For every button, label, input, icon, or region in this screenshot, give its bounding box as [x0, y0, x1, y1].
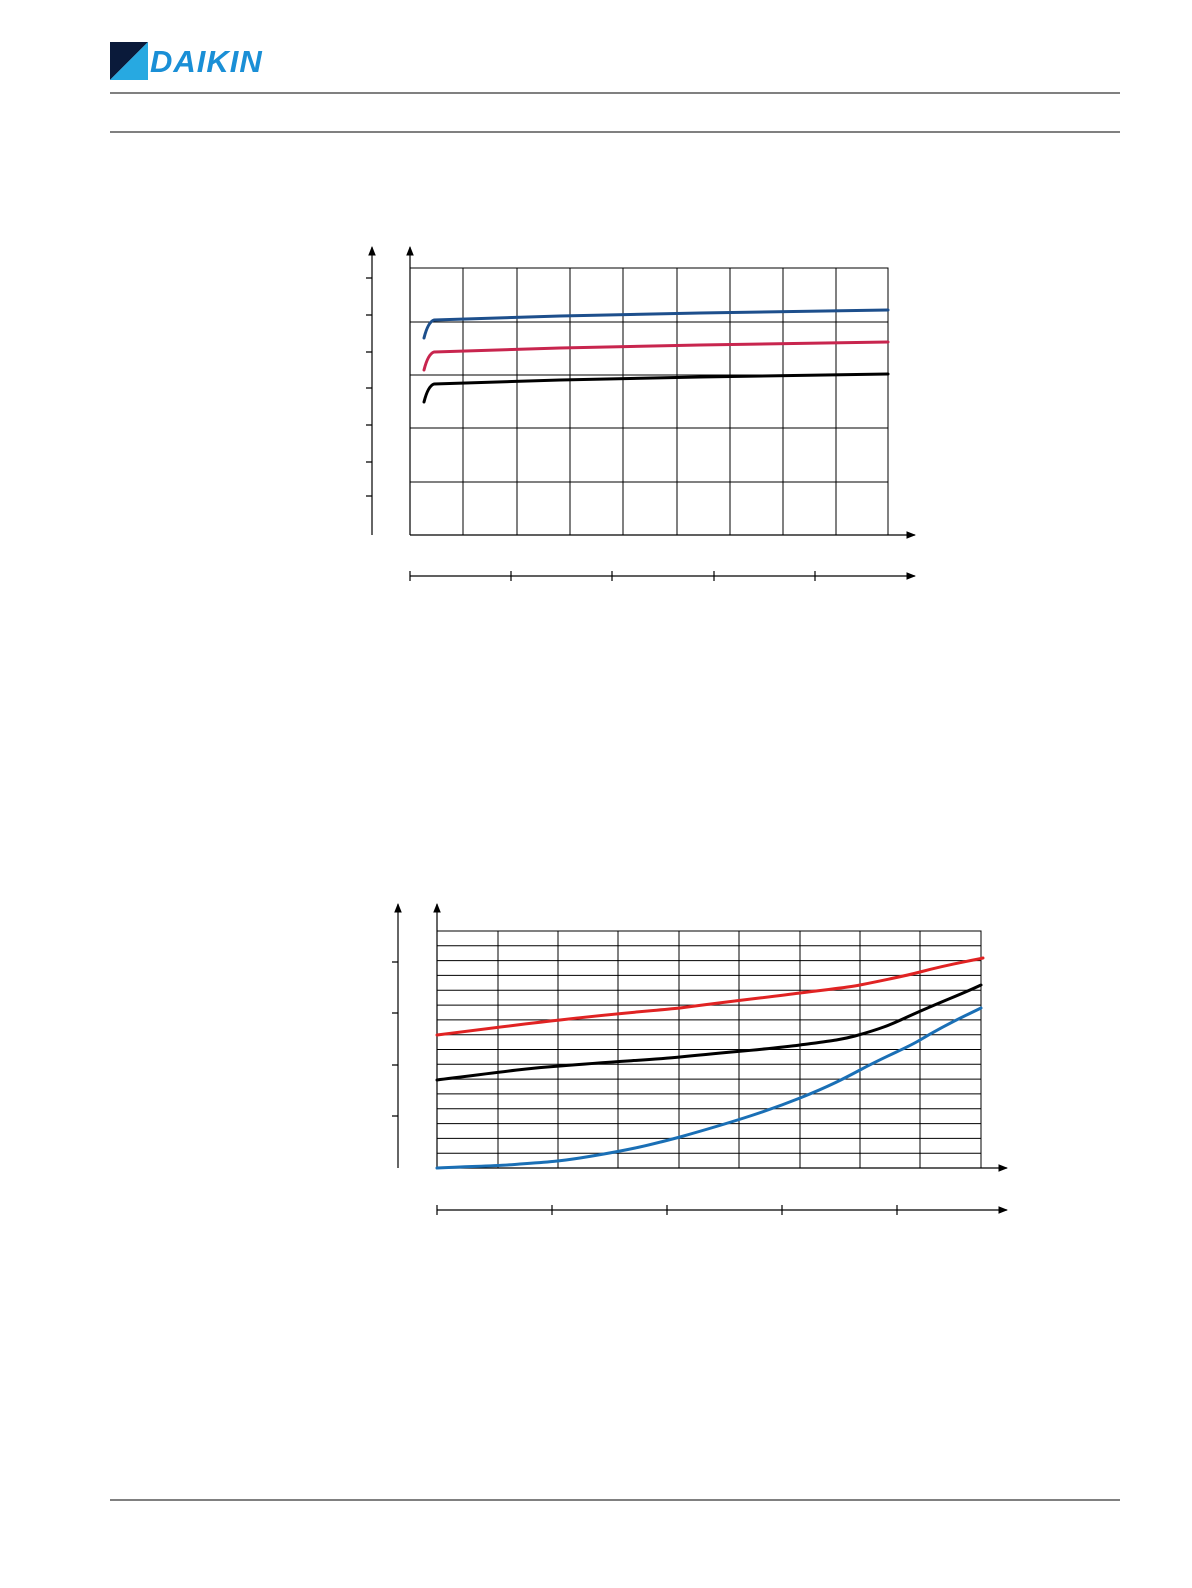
axis-ticks: [392, 961, 398, 1117]
chart-2: [392, 903, 1008, 1215]
chart-1: [366, 246, 916, 581]
curve: [422, 340, 890, 372]
logo-text: DAIKIN: [150, 44, 263, 79]
curve: [422, 372, 890, 404]
curve: [435, 956, 985, 1037]
axis-ticks: [366, 277, 372, 497]
grid: [410, 267, 889, 535]
logo-mark-light: [110, 42, 148, 80]
curve: [422, 308, 890, 340]
axis-ticks: [409, 571, 816, 581]
logo: DAIKIN: [110, 42, 263, 80]
curve: [435, 983, 983, 1082]
axis-ticks: [436, 1205, 898, 1215]
curve: [435, 1006, 983, 1170]
